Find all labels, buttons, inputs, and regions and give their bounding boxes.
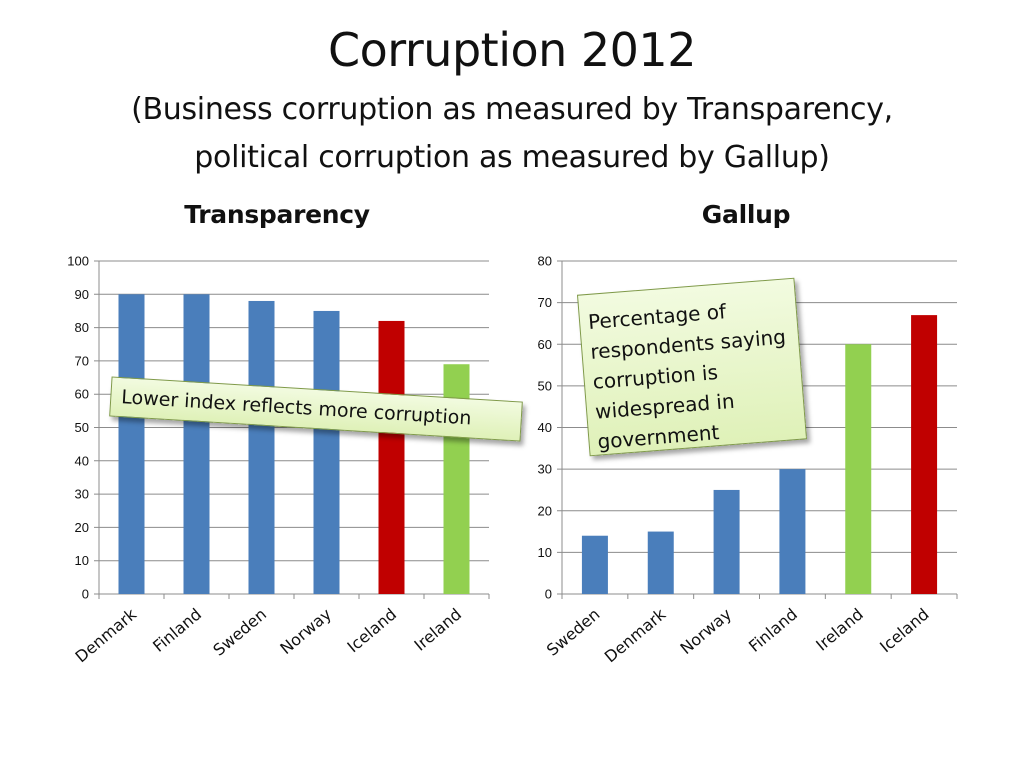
gallup-bar-norway	[713, 489, 740, 594]
gallup-y-tick-label: 60	[538, 337, 552, 352]
transparency-x-category-label: Sweden	[209, 605, 270, 660]
gallup-y-tick-label: 70	[538, 295, 552, 310]
transparency-y-tick-label: 70	[75, 353, 89, 368]
transparency-y-tick-label: 10	[75, 553, 89, 568]
gallup-chart-title: Gallup	[701, 200, 791, 229]
transparency-bar-finland	[183, 294, 210, 594]
transparency-y-tick-label: 20	[75, 520, 89, 535]
gallup-y-tick-label: 0	[545, 587, 552, 602]
transparency-x-category-label: Ireland	[410, 605, 465, 655]
gallup-bar-ireland	[845, 344, 872, 594]
transparency-bar-norway	[313, 310, 340, 594]
transparency-y-tick-label: 100	[67, 254, 89, 269]
transparency-y-tick-label: 40	[75, 453, 89, 468]
gallup-bar-sweden	[581, 535, 608, 594]
gallup-y-tick-label: 80	[538, 254, 552, 269]
transparency-y-tick-label: 80	[75, 320, 89, 335]
gallup-y-tick-label: 50	[538, 378, 552, 393]
gallup-bar-finland	[779, 469, 806, 594]
subtitle-line-2: political corruption as measured by Gall…	[194, 140, 830, 175]
transparency-chart-title: Transparency	[184, 200, 370, 229]
transparency-y-tick-label: 0	[82, 587, 89, 602]
subtitle-line-1: (Business corruption as measured by Tran…	[131, 92, 893, 127]
gallup-y-tick-label: 40	[538, 420, 552, 435]
transparency-chart: 0 10 20 30 40 50 60 70 80 90 100 Denmark Finland Swed…	[67, 254, 490, 666]
slide-title: Corruption 2012	[328, 23, 696, 77]
transparency-x-category-label: Denmark	[72, 604, 141, 666]
gallup-x-category-label: Norway	[676, 605, 735, 659]
transparency-x-category-label: Iceland	[343, 605, 400, 657]
gallup-x-category-label: Ireland	[812, 605, 867, 655]
gallup-x-category-label: Iceland	[876, 605, 933, 657]
transparency-bar-sweden	[248, 300, 275, 594]
gallup-bar-iceland	[911, 315, 938, 594]
gallup-x-category-label: Finland	[745, 605, 801, 656]
transparency-x-category-label: Finland	[149, 605, 205, 656]
gallup-x-category-label: Denmark	[601, 604, 670, 666]
gallup-callout: Percentage of respondents saying corrupt…	[576, 277, 808, 457]
transparency-y-tick-label: 90	[75, 287, 89, 302]
transparency-bar-denmark	[118, 294, 145, 594]
gallup-y-tick-label: 20	[538, 503, 552, 518]
transparency-y-tick-label: 50	[75, 420, 89, 435]
transparency-x-category-label: Norway	[276, 605, 335, 659]
gallup-y-tick-label: 10	[538, 545, 552, 560]
gallup-y-tick-label: 30	[538, 462, 552, 477]
gallup-x-category-label: Sweden	[543, 605, 604, 660]
gallup-bar-denmark	[647, 531, 674, 594]
transparency-bar-iceland	[378, 320, 405, 594]
transparency-y-tick-label: 60	[75, 387, 89, 402]
slide-subtitle: (Business corruption as measured by Tran…	[60, 86, 964, 182]
transparency-y-tick-label: 30	[75, 487, 89, 502]
